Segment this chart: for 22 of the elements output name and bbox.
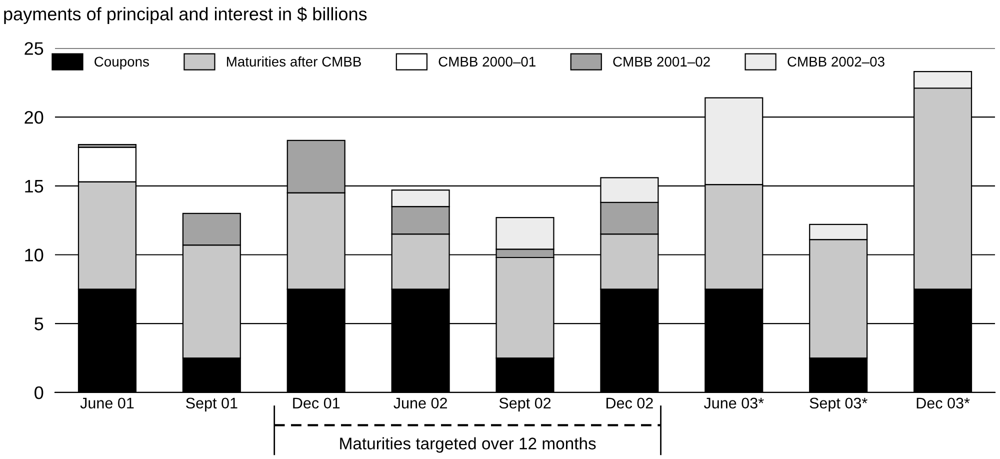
y-tick-label: 20: [24, 110, 44, 124]
legend-label: CMBB 2001–02: [613, 56, 710, 67]
y-tick-label: 25: [24, 42, 44, 55]
x-tick-label: Sept 01: [186, 398, 238, 412]
legend-label: CMBB 2002–03: [788, 56, 884, 67]
legend-label: Coupons: [94, 56, 149, 70]
x-tick-label: June 01: [80, 398, 134, 409]
legend-label: CMBB 2000–01: [438, 56, 536, 67]
chart-title: payments of principal and interest in $ billions: [4, 6, 367, 24]
x-tick-label: Dec 03*: [916, 398, 970, 409]
y-tick-label: 5: [34, 318, 44, 330]
x-tick-label: Dec 02: [606, 398, 653, 409]
y-tick-label: 0: [34, 386, 44, 400]
x-tick-label: June 03*: [704, 398, 764, 409]
y-tick-label: 10: [25, 248, 44, 262]
x-tick-label: June 02: [394, 398, 447, 409]
x-tick-label: Dec 01: [293, 398, 340, 409]
x-tick-label: Sept 02: [499, 398, 551, 412]
y-tick-label: 15: [25, 180, 44, 193]
x-tick-label: Sept 03*: [810, 398, 868, 412]
text: Maturities targeted over 12 months: [340, 437, 596, 453]
legend-label: Maturities after CMBB: [226, 56, 361, 67]
